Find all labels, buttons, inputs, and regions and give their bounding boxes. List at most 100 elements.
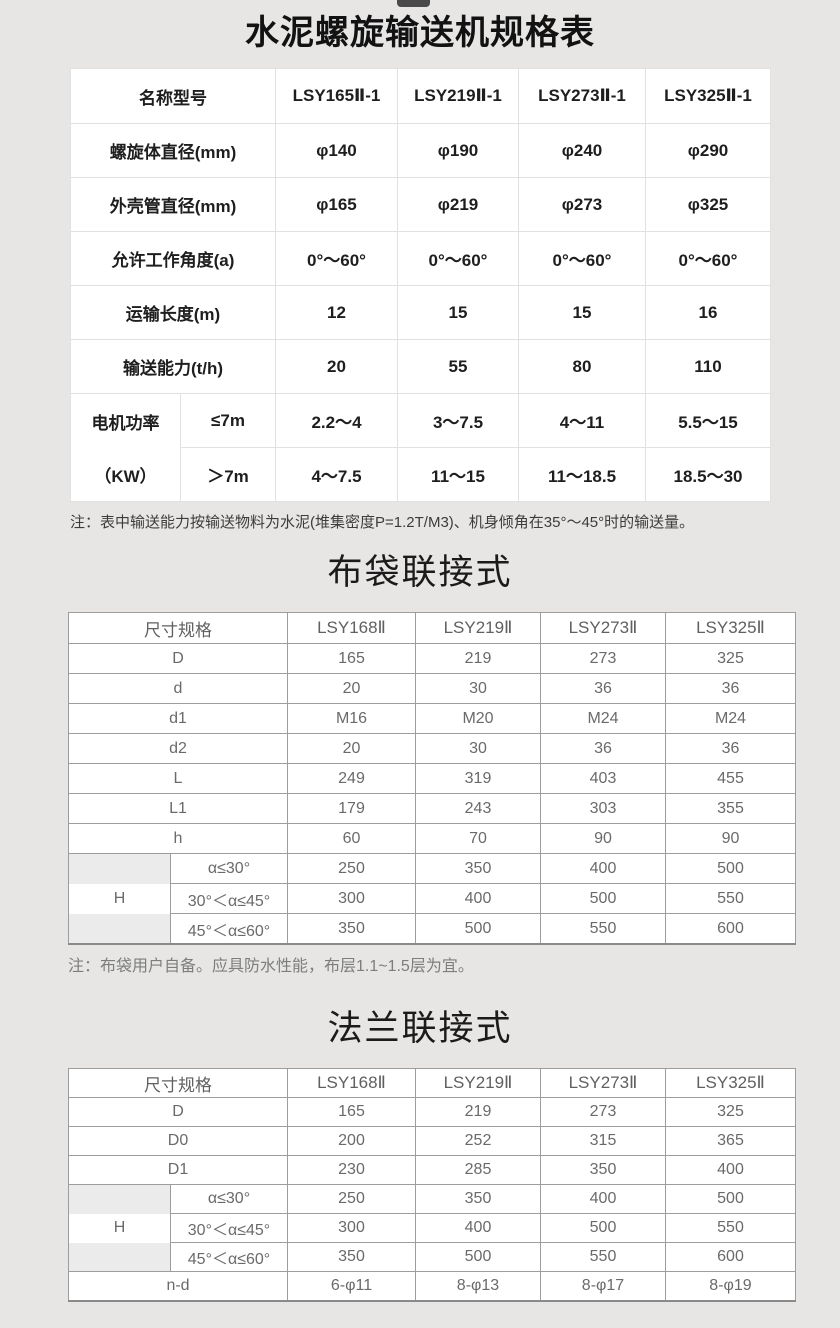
cell: 273 [540,643,666,674]
cell: 219 [415,643,541,674]
header-cell: LSY219Ⅱ [415,612,541,644]
cell: 20 [275,339,398,394]
cell: 600 [665,1242,796,1272]
flange-connection-table: 尺寸规格 LSY168Ⅱ LSY219Ⅱ LSY273Ⅱ LSY325Ⅱ D 1… [68,1068,796,1302]
decorative-mark [397,0,430,7]
header-cell: LSY325Ⅱ [665,612,796,644]
table-row: L1 179 243 303 355 [68,793,796,824]
sub-label-cell: ＞7m [180,447,276,502]
sub-label-cell: 30°＜α≤45° [170,883,288,914]
cell: 403 [540,763,666,794]
table-row: 30°＜α≤45° 300 400 500 550 [69,883,796,914]
table-row: 45°＜α≤60° 350 500 550 600 [69,1242,796,1272]
table-row: 输送能力(t/h) 20 55 80 110 [70,339,771,394]
cell: 15 [397,285,519,340]
table-header-row: 尺寸规格 LSY168Ⅱ LSY219Ⅱ LSY273Ⅱ LSY325Ⅱ [68,1068,796,1098]
table-row: H α≤30° 250 350 400 500 [68,1184,796,1272]
sub-label-cell: α≤30° [170,853,288,884]
header-cell: LSY219Ⅱ-1 [397,68,519,124]
cell: 325 [665,643,796,674]
cell: 20 [287,673,416,704]
cell: 165 [287,1097,416,1127]
cell: M24 [665,703,796,734]
cell: 3～7.5 [397,393,519,448]
header-cell: 尺寸规格 [68,612,288,644]
section-title-flange: 法兰联接式 [327,1009,513,1048]
cell: 36 [665,733,796,764]
table-row: D 165 219 273 325 [68,643,796,674]
spec-table: 名称型号 LSY165Ⅱ-1 LSY219Ⅱ-1 LSY273Ⅱ-1 LSY32… [70,68,771,502]
cell: 8-φ13 [415,1271,541,1302]
cell: 0°～60° [645,231,771,286]
row-label-cell: D1 [68,1155,288,1185]
row-label-cell: L1 [68,793,288,824]
cell: M20 [415,703,541,734]
cell: 80 [518,339,646,394]
row-label-cell: D0 [68,1126,288,1156]
cell: 500 [415,913,541,945]
cell: 0°～60° [518,231,646,286]
table-row: 电机功率 （KW） ≤7m 2.2～4 3～7.5 4～11 5.5～15 [70,393,771,502]
cell: 400 [540,1184,666,1214]
table-row: d1 M16 M20 M24 M24 [68,703,796,734]
sub-label-cell: ≤7m [180,393,276,448]
cell: 8-φ19 [665,1271,796,1302]
cell: 400 [540,853,666,884]
cell: 12 [275,285,398,340]
cell: 303 [540,793,666,824]
cell: 550 [665,883,796,914]
row-label-cell: d [68,673,288,704]
page-title: 水泥螺旋输送机规格表 [245,14,595,52]
cell: 250 [287,1184,416,1214]
header-cell: 名称型号 [70,68,276,124]
cell: 16 [645,285,771,340]
cell: 252 [415,1126,541,1156]
cell: 550 [665,1213,796,1243]
cell: 325 [665,1097,796,1127]
header-cell: LSY273Ⅱ [540,612,666,644]
table-row: 允许工作角度(a) 0°～60° 0°～60° 0°～60° 0°～60° [70,231,771,286]
motor-power-label-cell: 电机功率 （KW） [70,393,181,502]
cell: 36 [540,733,666,764]
row-label-cell: n-d [68,1271,288,1302]
cell: 355 [665,793,796,824]
cell: 165 [287,643,416,674]
table-row: d 20 30 36 36 [68,673,796,704]
cell: 350 [415,1184,541,1214]
cell: 455 [665,763,796,794]
cell: 230 [287,1155,416,1185]
header-cell: LSY325Ⅱ [665,1068,796,1098]
header-cell: LSY219Ⅱ [415,1068,541,1098]
cell: 400 [665,1155,796,1185]
cell: 200 [287,1126,416,1156]
cell: 90 [540,823,666,854]
cell: 36 [665,673,796,704]
section-title-bag: 布袋联接式 [327,553,513,592]
cell: 249 [287,763,416,794]
cell: 8-φ17 [540,1271,666,1302]
table-row: 30°＜α≤45° 300 400 500 550 [69,1213,796,1243]
header-cell: LSY168Ⅱ [287,1068,416,1098]
table-row: d2 20 30 36 36 [68,733,796,764]
table-row: 45°＜α≤60° 350 500 550 600 [69,913,796,945]
cell: 400 [415,883,541,914]
cell: 600 [665,913,796,945]
h-group-label-cell: H [68,853,171,945]
cell: 179 [287,793,416,824]
cell: 20 [287,733,416,764]
row-label-cell: h [68,823,288,854]
cell: 285 [415,1155,541,1185]
sub-label-cell: 45°＜α≤60° [170,1242,288,1272]
cell: 500 [415,1242,541,1272]
row-label-cell: d2 [68,733,288,764]
table-row: 运输长度(m) 12 15 15 16 [70,285,771,340]
cell: φ165 [275,177,398,232]
cell: 300 [287,1213,416,1243]
table-row: D0 200 252 315 365 [68,1126,796,1156]
row-label-cell: 运输长度(m) [70,285,276,340]
cell: 250 [287,853,416,884]
cell: 11～15 [397,447,519,502]
table-row: 外壳管直径(mm) φ165 φ219 φ273 φ325 [70,177,771,232]
motor-power-line1: 电机功率 [91,413,160,433]
